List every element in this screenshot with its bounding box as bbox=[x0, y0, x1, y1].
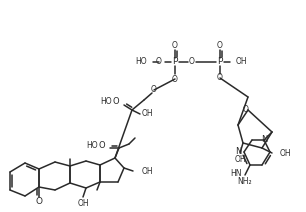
Text: HO: HO bbox=[135, 57, 147, 67]
Text: O: O bbox=[35, 198, 43, 206]
Text: O: O bbox=[172, 74, 178, 84]
Text: O: O bbox=[217, 74, 223, 82]
Text: O: O bbox=[217, 42, 223, 50]
Text: OH: OH bbox=[77, 198, 89, 208]
Text: N: N bbox=[236, 148, 242, 156]
Text: P: P bbox=[217, 57, 223, 67]
Text: OH: OH bbox=[234, 155, 246, 165]
Text: O: O bbox=[112, 98, 119, 106]
Text: HN: HN bbox=[230, 169, 242, 177]
Text: O: O bbox=[156, 57, 162, 67]
Text: O: O bbox=[243, 106, 249, 114]
Text: O: O bbox=[172, 42, 178, 50]
Text: NH₂: NH₂ bbox=[238, 177, 252, 187]
Text: OH: OH bbox=[142, 110, 154, 119]
Text: O: O bbox=[189, 57, 195, 67]
Text: OH: OH bbox=[280, 149, 292, 159]
Text: N: N bbox=[261, 135, 267, 145]
Text: O: O bbox=[98, 141, 105, 149]
Text: P: P bbox=[172, 57, 178, 67]
Text: OH: OH bbox=[142, 166, 154, 176]
Text: HO: HO bbox=[100, 98, 112, 106]
Text: OH: OH bbox=[236, 57, 248, 67]
Text: HO: HO bbox=[86, 141, 98, 151]
Text: O: O bbox=[151, 85, 157, 95]
